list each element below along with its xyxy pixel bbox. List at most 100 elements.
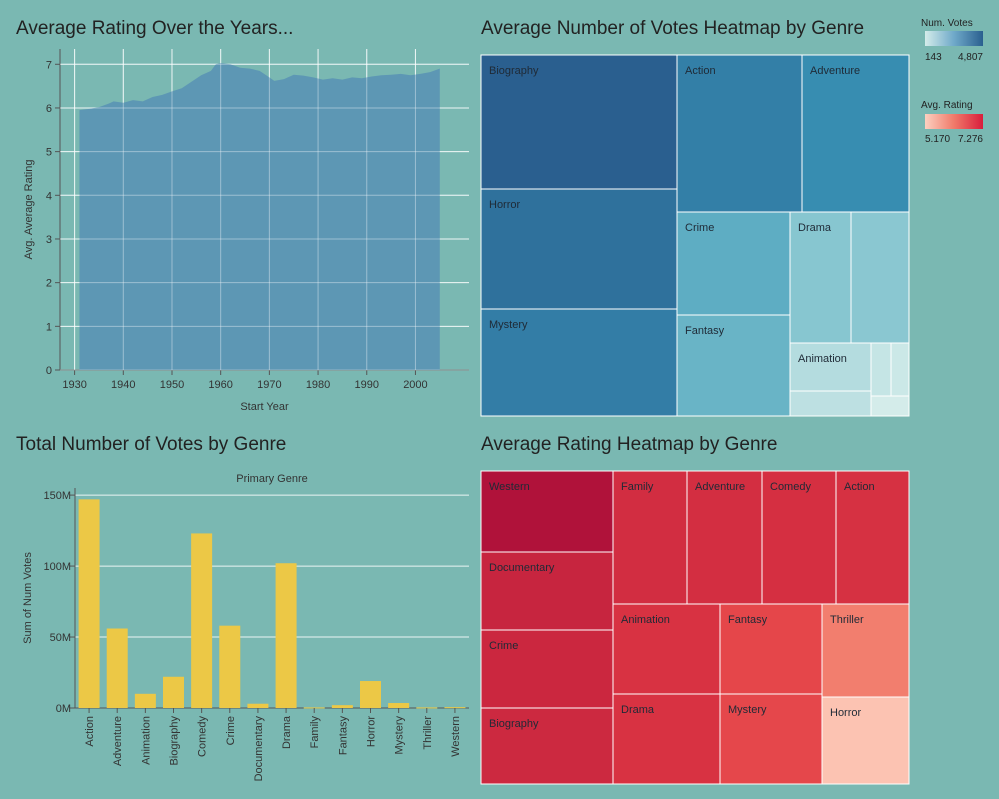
y-tick-label: 50M xyxy=(50,632,71,644)
bar-western xyxy=(444,707,466,709)
x-tick-label: Comedy xyxy=(197,716,209,757)
treemap-label-horror: Horror xyxy=(830,707,862,719)
treemap-cell-mystery xyxy=(480,308,678,417)
legend-avg-rating-title: Avg. Rating xyxy=(921,100,973,111)
x-axis-title: Start Year xyxy=(240,401,289,413)
treemap-cell-biography xyxy=(480,707,614,785)
legend-avg-rating-min: 5.170 xyxy=(925,134,950,145)
treemap-label-western: Western xyxy=(489,481,530,493)
x-tick-label: Horror xyxy=(366,716,378,748)
y-axis-title: Avg. Average Rating xyxy=(23,160,35,260)
bar-thriller xyxy=(416,707,438,709)
x-tick-label: 1980 xyxy=(306,379,330,391)
treemap-cell-drama xyxy=(612,693,721,785)
treemap-cell-horror xyxy=(480,188,678,310)
bar-fantasy xyxy=(331,705,353,708)
x-tick-label: 1940 xyxy=(111,379,135,391)
treemap-label-crime: Crime xyxy=(489,640,518,652)
treemap-cell-thriller xyxy=(821,603,910,698)
bar-documentary xyxy=(247,703,269,708)
votes-heatmap-title: Average Number of Votes Heatmap by Genre xyxy=(481,18,865,39)
treemap-cell-family xyxy=(612,470,688,605)
legend-num-votes: Num. Votes 143 4,807 xyxy=(921,18,983,63)
treemap-cell-adventure xyxy=(801,54,910,213)
column-header: Primary Genre xyxy=(236,473,308,485)
bar-comedy xyxy=(191,533,213,708)
treemap-cell-fantasy xyxy=(676,314,791,417)
treemap-cell-western xyxy=(480,470,614,553)
treemap-label-fantasy: Fantasy xyxy=(728,614,768,626)
x-tick-label: Animation xyxy=(140,716,152,765)
rating-area-series xyxy=(79,62,440,370)
x-tick-label: 1970 xyxy=(257,379,281,391)
treemap-label-animation: Animation xyxy=(798,353,847,365)
treemap-cell-fantasy xyxy=(719,603,823,695)
treemap-label-family: Family xyxy=(621,481,654,493)
treemap-cell-comedy xyxy=(761,470,837,605)
treemap-cell-documentary xyxy=(480,551,614,631)
votes-by-genre-title: Total Number of Votes by Genre xyxy=(16,434,287,455)
treemap-label-mystery: Mystery xyxy=(728,704,767,716)
y-tick-label: 1 xyxy=(46,321,52,333)
legend-num-votes-gradient xyxy=(925,31,983,46)
y-tick-label: 100M xyxy=(43,561,71,573)
y-axis-title: Sum of Num Votes xyxy=(22,552,34,644)
treemap-label-adventure: Adventure xyxy=(695,481,745,493)
x-tick-label: Fantasy xyxy=(337,716,349,756)
bar-crime xyxy=(219,625,241,708)
bar-family xyxy=(303,707,325,709)
x-tick-label: Mystery xyxy=(394,716,406,755)
treemap-label-comedy: Comedy xyxy=(770,481,811,493)
treemap-cell xyxy=(850,211,910,344)
legend-num-votes-max: 4,807 xyxy=(958,52,983,63)
treemap-label-action: Action xyxy=(844,481,875,493)
y-tick-label: 0M xyxy=(56,703,71,715)
treemap-cell-animation xyxy=(612,603,721,695)
treemap-label-documentary: Documentary xyxy=(489,562,555,574)
treemap-label-adventure: Adventure xyxy=(810,65,860,77)
bar-mystery xyxy=(388,703,410,708)
treemap-label-biography: Biography xyxy=(489,65,539,77)
treemap-cell-mystery xyxy=(719,693,823,785)
y-tick-label: 6 xyxy=(46,103,52,115)
treemap-label-drama: Drama xyxy=(621,704,655,716)
y-tick-label: 7 xyxy=(46,59,52,71)
treemap-cell-biography xyxy=(480,54,678,190)
x-tick-label: 1930 xyxy=(62,379,86,391)
treemap-label-thriller: Thriller xyxy=(830,614,864,626)
x-tick-label: Western xyxy=(450,716,462,757)
treemap-cell-action xyxy=(676,54,803,213)
x-tick-label: Action xyxy=(84,716,96,747)
treemap-label-action: Action xyxy=(685,65,716,77)
x-tick-label: Documentary xyxy=(253,716,265,782)
treemap-label-crime: Crime xyxy=(685,222,714,234)
treemap-cell-animation xyxy=(789,342,872,392)
x-tick-label: Drama xyxy=(281,715,293,749)
x-tick-label: Biography xyxy=(169,716,181,766)
x-tick-label: 1990 xyxy=(355,379,379,391)
treemap-label-animation: Animation xyxy=(621,614,670,626)
x-tick-label: Adventure xyxy=(112,716,124,766)
x-tick-label: Crime xyxy=(225,716,237,745)
legend-avg-rating-max: 7.276 xyxy=(958,134,983,145)
treemap-cell xyxy=(870,395,910,417)
bar-animation xyxy=(134,693,156,708)
x-tick-label: 1960 xyxy=(208,379,232,391)
bar-adventure xyxy=(106,628,128,708)
treemap-label-drama: Drama xyxy=(798,222,832,234)
rating-heatmap-title: Average Rating Heatmap by Genre xyxy=(481,434,778,455)
treemap-label-horror: Horror xyxy=(489,199,521,211)
x-tick-label: Thriller xyxy=(422,716,434,750)
legend-num-votes-title: Num. Votes xyxy=(921,18,973,29)
legend-avg-rating: Avg. Rating 5.170 7.276 xyxy=(921,100,983,145)
treemap-cell-drama xyxy=(789,211,852,344)
legend-num-votes-min: 143 xyxy=(925,52,942,63)
y-tick-label: 2 xyxy=(46,278,52,290)
treemap-cell-horror xyxy=(821,696,910,785)
bar-biography xyxy=(163,676,184,708)
legend-avg-rating-gradient xyxy=(925,114,983,129)
bar-action xyxy=(78,499,100,708)
